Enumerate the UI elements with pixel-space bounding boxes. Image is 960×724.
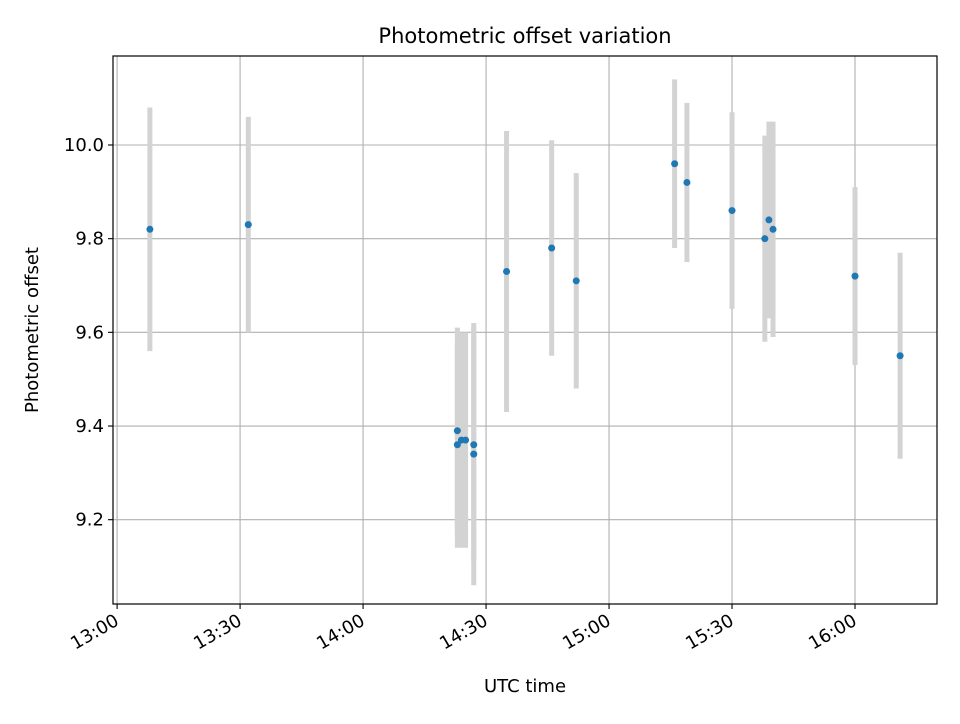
plot-frame [112, 55, 938, 605]
data-point [769, 225, 777, 233]
x-axis-label: UTC time [484, 676, 566, 697]
y-axis-ticks: 9.2 9.4 9.6 9.8 10.0 [64, 135, 113, 531]
data-point [503, 267, 511, 275]
x-tick-label: 15:30 [682, 610, 737, 654]
y-tick-label: 9.8 [75, 229, 104, 250]
data-point [244, 221, 252, 229]
data-point [683, 178, 691, 186]
chart-title: Photometric offset variation [378, 24, 671, 48]
grid [113, 56, 937, 604]
data-point [765, 216, 773, 224]
x-tick-label: 15:00 [559, 610, 614, 654]
data-point [572, 277, 580, 285]
data-point [548, 244, 556, 252]
x-tick-label: 14:30 [436, 610, 491, 654]
y-axis-label: Photometric offset [22, 247, 43, 413]
data-point [671, 160, 679, 168]
data-point [453, 427, 461, 435]
x-tick-label: 13:30 [190, 610, 245, 654]
data-point [851, 272, 859, 280]
data-point [146, 225, 154, 233]
data-point [453, 441, 461, 449]
data-point [896, 352, 904, 360]
x-tick-label: 16:00 [805, 610, 860, 654]
data-point [728, 207, 736, 215]
x-axis-ticks: 13:00 13:30 14:00 14:30 15:00 15:30 16:00 [67, 604, 861, 654]
y-tick-label: 9.4 [75, 416, 104, 437]
y-tick-label: 10.0 [64, 135, 104, 156]
x-tick-label: 14:00 [313, 610, 368, 654]
data-point [462, 436, 470, 444]
data-points [146, 160, 904, 458]
y-tick-label: 9.6 [75, 322, 104, 343]
data-point [761, 235, 769, 243]
data-point [470, 441, 478, 449]
x-tick-label: 13:00 [67, 610, 122, 654]
data-point [470, 450, 478, 458]
y-tick-label: 9.2 [75, 510, 104, 531]
